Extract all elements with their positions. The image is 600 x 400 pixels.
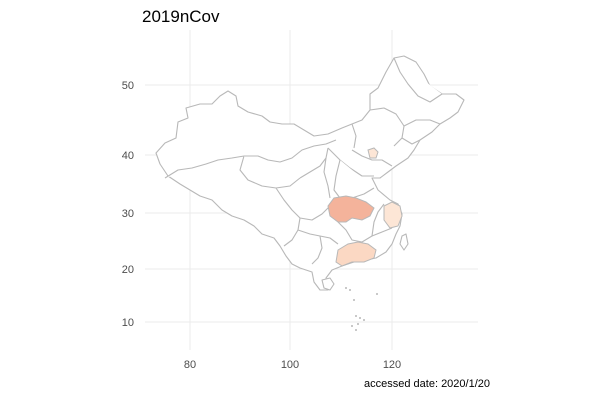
y-tick-label: 30 [122,208,134,220]
province-border [401,137,421,145]
province-border [369,107,405,147]
y-tick-label: 50 [122,80,134,92]
x-tick-label: 100 [281,359,299,371]
island-dot [353,299,355,301]
province-border [299,147,329,179]
accessed-date-caption: accessed date: 2020/1/20 [364,378,490,390]
region-hainan [321,277,335,291]
region-beijing [367,147,379,159]
island-dot [355,329,357,331]
province-border [327,147,374,177]
x-axis-labels: 80 100 120 [184,359,401,371]
island-dot [357,323,359,325]
island-dot [349,289,351,291]
region-guangdong [335,241,377,267]
province-border [403,119,441,127]
island-dot [345,287,347,289]
province-border [164,155,245,179]
x-tick-label: 120 [383,359,401,371]
province-border [351,123,357,149]
province-border [323,157,331,199]
x-tick-label: 80 [184,359,196,371]
province-border [283,217,301,247]
island-dot [351,325,353,327]
island-dot [363,319,365,321]
region-taiwan [399,233,409,251]
province-border [393,57,443,103]
island-dot [359,317,361,319]
south-china-sea-islands [345,287,378,331]
y-tick-label: 10 [122,317,134,329]
region-zhejiang [383,201,403,229]
province-border [337,221,393,243]
y-tick-label: 40 [122,150,134,162]
province-border [239,155,301,189]
province-border [244,139,337,163]
region-hubei [327,195,375,223]
province-border [371,203,385,237]
island-dot [355,315,357,317]
y-axis-labels: 50 40 30 20 10 [122,80,134,329]
y-tick-label: 20 [122,264,134,276]
province-border [311,235,323,265]
island-dot [376,293,378,295]
china-map [155,55,465,331]
map-title: 2019nCov [142,7,220,26]
